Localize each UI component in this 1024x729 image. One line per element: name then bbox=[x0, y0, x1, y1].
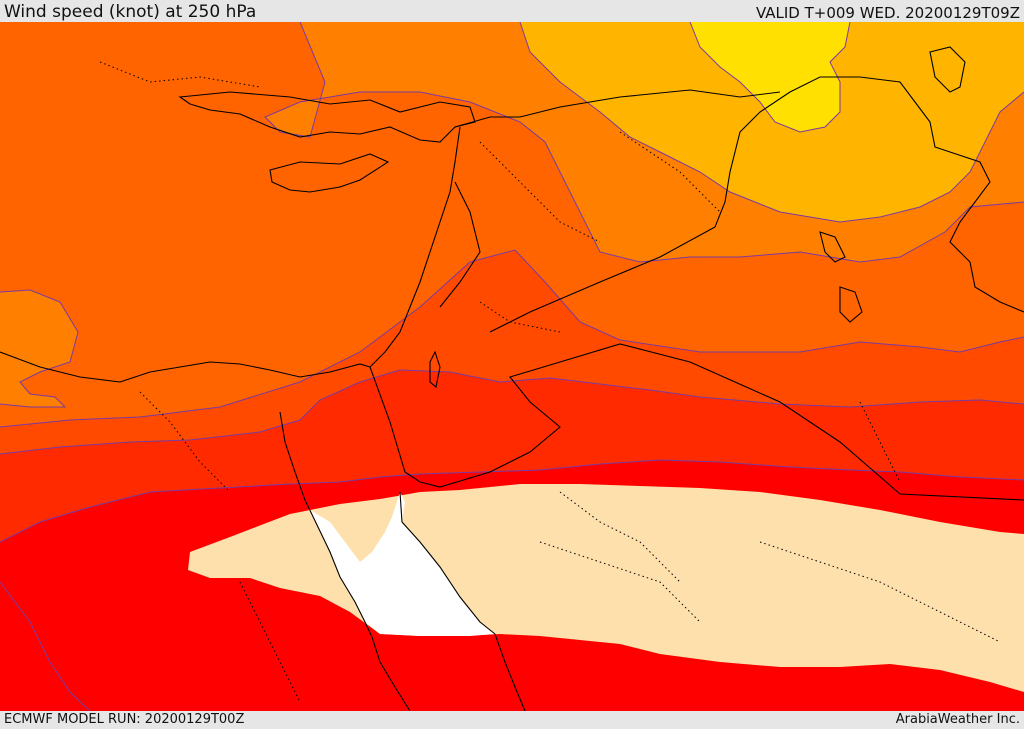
red-sea-white-patch bbox=[310, 492, 495, 636]
cyprus-coast bbox=[269, 153, 390, 193]
levant-coast bbox=[369, 126, 461, 368]
contour-line bbox=[0, 459, 1024, 543]
credit-label: ArabiaWeather Inc. bbox=[895, 712, 1020, 727]
contour-line bbox=[0, 369, 1024, 455]
internal-border bbox=[479, 141, 601, 243]
internal-border bbox=[619, 131, 721, 213]
internal-border bbox=[479, 301, 561, 333]
internal-border bbox=[559, 491, 681, 583]
map-title: Wind speed (knot) at 250 hPa bbox=[4, 2, 257, 22]
internal-border bbox=[759, 541, 1001, 643]
band-light-orange-west bbox=[0, 290, 78, 407]
sinai-west-coast bbox=[279, 411, 411, 711]
egypt-north-coast bbox=[0, 351, 371, 383]
model-run-label: ECMWF MODEL RUN: 20200129T00Z bbox=[4, 712, 245, 727]
contour-line bbox=[0, 581, 91, 711]
contour-line bbox=[264, 22, 1024, 263]
turkey-south-coast bbox=[178, 91, 476, 143]
dead-sea bbox=[429, 350, 441, 389]
syria-border bbox=[454, 89, 781, 128]
internal-border bbox=[539, 541, 701, 623]
gulf-aqaba-coast bbox=[399, 491, 496, 635]
contour-line bbox=[0, 289, 79, 408]
band-yellow-orange bbox=[520, 22, 1024, 222]
syria-jordan-border bbox=[439, 181, 481, 308]
internal-borders bbox=[99, 61, 1001, 703]
coastlines-borders bbox=[0, 46, 1024, 711]
band-yellow-peak bbox=[690, 22, 850, 132]
saudi-west-coast bbox=[494, 633, 526, 711]
internal-border bbox=[859, 401, 901, 483]
valid-time-label: VALID T+009 WED. 20200129T09Z bbox=[755, 4, 1020, 22]
wind-speed-map bbox=[0, 22, 1024, 711]
contour-line bbox=[689, 22, 851, 133]
contour-line bbox=[0, 249, 1024, 428]
iraq-border bbox=[489, 76, 1024, 333]
caspian-edge bbox=[929, 46, 966, 93]
internal-border bbox=[139, 391, 231, 493]
jordan-saudi-border bbox=[369, 343, 1024, 501]
persian-gulf-coast bbox=[819, 231, 863, 323]
